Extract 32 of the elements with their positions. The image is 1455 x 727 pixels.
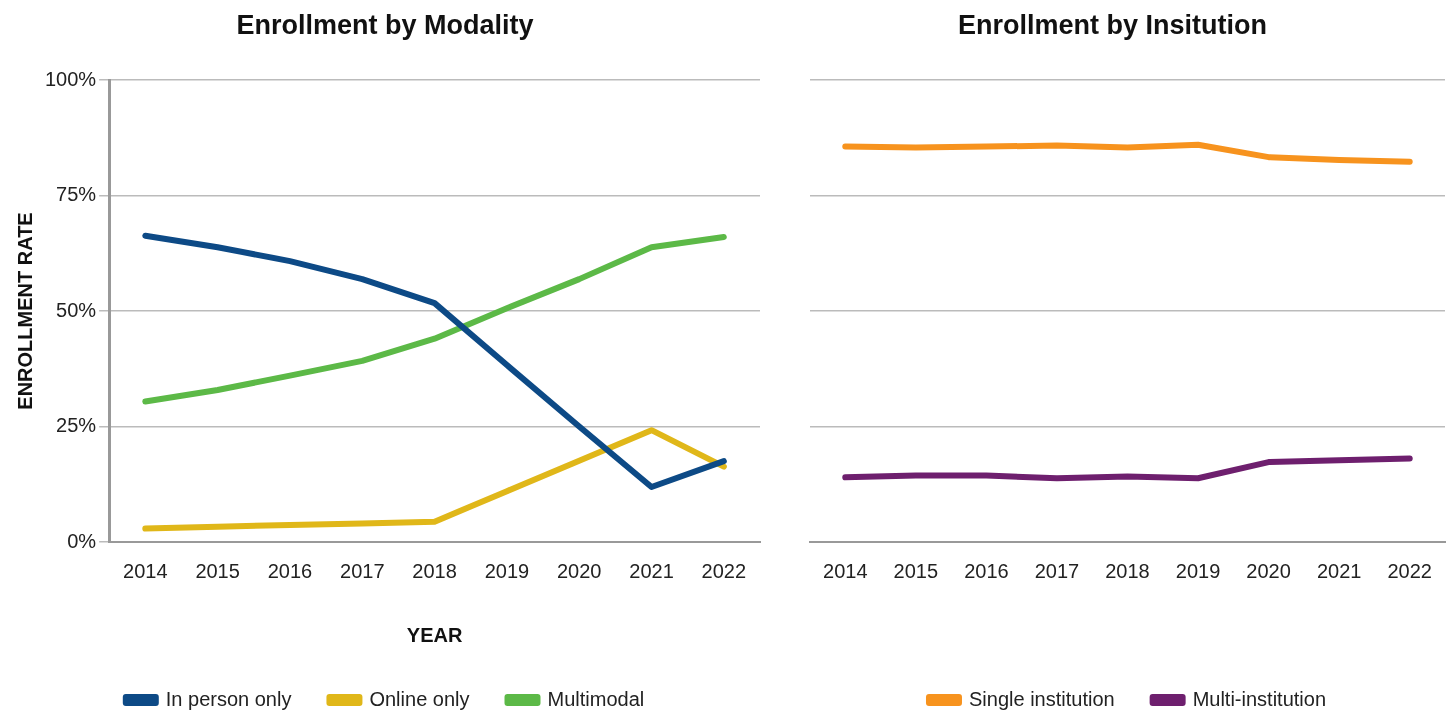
x-tick-label: 2015 bbox=[195, 559, 240, 582]
y-tick-label: 100% bbox=[45, 67, 97, 90]
x-tick-label: 2021 bbox=[629, 559, 674, 582]
x-tick-label: 2014 bbox=[823, 559, 868, 582]
x-tick-label: 2019 bbox=[484, 559, 530, 582]
x-tick-label: 2017 bbox=[1034, 559, 1080, 582]
x-tick-label: 2022 bbox=[1387, 559, 1432, 582]
y-tick-label: 50% bbox=[56, 298, 97, 321]
x-axis-title: YEAR bbox=[406, 623, 463, 646]
legend-label: In person only bbox=[165, 687, 292, 710]
y-tick-label: 0% bbox=[67, 529, 97, 552]
x-tick-label: 2016 bbox=[964, 559, 1009, 582]
legend-label: Multi-institution bbox=[1192, 687, 1327, 710]
x-tick-label: 2020 bbox=[556, 559, 602, 582]
x-tick-label: 2018 bbox=[412, 559, 457, 582]
legend-label: Multimodal bbox=[547, 687, 645, 710]
x-tick-label: 2017 bbox=[340, 559, 385, 582]
x-tick-label: 2016 bbox=[267, 559, 313, 582]
x-tick-label: 2020 bbox=[1246, 559, 1291, 582]
x-tick-label: 2021 bbox=[1316, 559, 1362, 582]
chart-title: Enrollment by Modality bbox=[235, 9, 535, 42]
legend-label: Single institution bbox=[968, 687, 1115, 710]
y-tick-label: 75% bbox=[56, 183, 97, 206]
x-tick-label: 2014 bbox=[123, 559, 168, 582]
x-tick-label: 2022 bbox=[701, 559, 747, 582]
x-tick-label: 2019 bbox=[1175, 559, 1221, 582]
x-tick-label: 2018 bbox=[1105, 559, 1150, 582]
y-tick-label: 25% bbox=[56, 414, 97, 437]
x-tick-label: 2015 bbox=[893, 559, 939, 582]
legend-label: Online only bbox=[369, 687, 470, 710]
chart-title: Enrollment by Insitution bbox=[957, 9, 1268, 42]
y-axis-title: ENROLLMENT RATE bbox=[13, 212, 36, 410]
